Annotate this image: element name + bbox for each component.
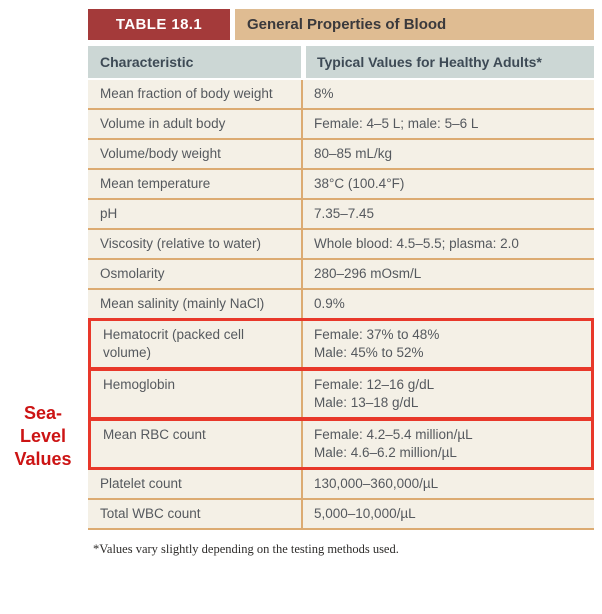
characteristic-cell: Mean salinity (mainly NaCl)	[88, 290, 303, 318]
value-line: 130,000–360,000/µL	[314, 476, 439, 491]
value-cell: 38°C (100.4°F)	[303, 170, 594, 198]
value-cell: 7.35–7.45	[303, 200, 594, 228]
table-row: Platelet count 130,000–360,000/µL	[88, 470, 594, 500]
characteristic-cell: Hematocrit (packed cell volume)	[91, 321, 303, 367]
table-number-tag: TABLE 18.1	[88, 9, 230, 40]
table-row-highlighted-rbc-count: Mean RBC count Female: 4.2–5.4 million/µ…	[88, 418, 594, 470]
value-line: 80–85 mL/kg	[314, 146, 393, 161]
characteristic-cell: Osmolarity	[88, 260, 303, 288]
characteristic-cell: Viscosity (relative to water)	[88, 230, 303, 258]
characteristic-cell: Mean RBC count	[91, 421, 303, 467]
value-cell: Female: 37% to 48% Male: 45% to 52%	[303, 321, 591, 367]
characteristic-cell: Platelet count	[88, 470, 303, 498]
column-header-values: Typical Values for Healthy Adults*	[306, 46, 594, 78]
value-line: 8%	[314, 86, 334, 101]
value-cell: 8%	[303, 80, 594, 108]
column-divider-gap	[301, 46, 306, 78]
table-row: Mean fraction of body weight 8%	[88, 80, 594, 110]
value-cell: 0.9%	[303, 290, 594, 318]
value-cell: Female: 4–5 L; male: 5–6 L	[303, 110, 594, 138]
table-row-highlighted-hemoglobin: Hemoglobin Female: 12–16 g/dL Male: 13–18…	[88, 368, 594, 420]
table-row: Mean salinity (mainly NaCl) 0.9%	[88, 290, 594, 320]
value-line: 0.9%	[314, 296, 345, 311]
characteristic-cell: Volume/body weight	[88, 140, 303, 168]
table-row: Volume in adult body Female: 4–5 L; male…	[88, 110, 594, 140]
value-line: 280–296 mOsm/L	[314, 266, 422, 281]
value-line: Male: 13–18 g/dL	[314, 395, 419, 410]
value-line: Male: 4.6–6.2 million/µL	[314, 445, 457, 460]
value-cell: Female: 12–16 g/dL Male: 13–18 g/dL	[303, 371, 591, 417]
value-line: Female: 4.2–5.4 million/µL	[314, 427, 473, 442]
value-line: Whole blood: 4.5–5.5; plasma: 2.0	[314, 236, 519, 251]
table-row: Viscosity (relative to water) Whole bloo…	[88, 230, 594, 260]
value-cell: Female: 4.2–5.4 million/µL Male: 4.6–6.2 …	[303, 421, 591, 467]
value-cell: 130,000–360,000/µL	[303, 470, 594, 498]
table-row: Osmolarity 280–296 mOsm/L	[88, 260, 594, 290]
table-row: Volume/body weight 80–85 mL/kg	[88, 140, 594, 170]
value-cell: Whole blood: 4.5–5.5; plasma: 2.0	[303, 230, 594, 258]
characteristic-cell: Mean temperature	[88, 170, 303, 198]
value-cell: 5,000–10,000/µL	[303, 500, 594, 528]
value-cell: 80–85 mL/kg	[303, 140, 594, 168]
characteristic-cell: Hemoglobin	[91, 371, 303, 417]
value-line: 38°C (100.4°F)	[314, 176, 405, 191]
title-divider-gap	[230, 9, 235, 40]
table-title-bar: TABLE 18.1 General Properties of Blood	[88, 9, 594, 40]
column-header-row: Characteristic Typical Values for Health…	[88, 46, 594, 78]
characteristic-cell: Total WBC count	[88, 500, 303, 528]
characteristic-cell: pH	[88, 200, 303, 228]
value-line: 7.35–7.45	[314, 206, 375, 221]
value-line: 5,000–10,000/µL	[314, 506, 416, 521]
characteristic-cell: Mean fraction of body weight	[88, 80, 303, 108]
table-row: pH 7.35–7.45	[88, 200, 594, 230]
table-row-highlighted-hematocrit: Hematocrit (packed cell volume) Female: …	[88, 318, 594, 370]
table-body: Mean fraction of body weight 8% Volume i…	[88, 80, 594, 530]
value-line: Male: 45% to 52%	[314, 345, 424, 360]
column-header-characteristic: Characteristic	[88, 46, 301, 78]
table-row: Total WBC count 5,000–10,000/µL	[88, 500, 594, 530]
blood-properties-table: TABLE 18.1 General Properties of Blood C…	[88, 9, 594, 557]
value-line: Female: 12–16 g/dL	[314, 377, 435, 392]
table-row: Mean temperature 38°C (100.4°F)	[88, 170, 594, 200]
value-line: Female: 37% to 48%	[314, 327, 440, 342]
characteristic-cell: Volume in adult body	[88, 110, 303, 138]
table-title: General Properties of Blood	[235, 9, 594, 40]
value-cell: 280–296 mOsm/L	[303, 260, 594, 288]
table-footnote: *Values vary slightly depending on the t…	[93, 542, 399, 556]
sea-level-values-annotation: Sea- Level Values	[14, 403, 72, 469]
value-line: Female: 4–5 L; male: 5–6 L	[314, 116, 479, 131]
